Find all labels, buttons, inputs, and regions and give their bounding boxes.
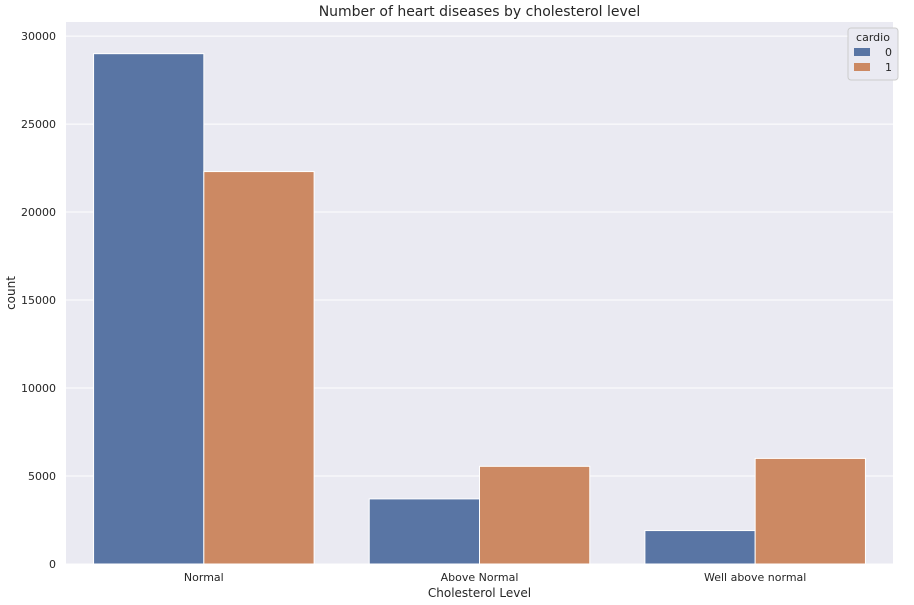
legend-label: 0 <box>885 46 892 59</box>
y-tick-label: 20000 <box>21 206 56 219</box>
bar-1-series-1 <box>203 171 315 565</box>
y-tick-label: 25000 <box>21 118 56 131</box>
bar-3-series-0 <box>644 530 756 565</box>
y-tick-label: 10000 <box>21 382 56 395</box>
bar-1-series-0 <box>93 53 205 565</box>
legend-items: 01 <box>854 46 892 74</box>
x-axis-title: Cholesterol Level <box>428 586 531 600</box>
bar-3-series-1 <box>754 457 866 565</box>
legend-label: 1 <box>885 61 892 74</box>
x-tick-labels: Normal Above Normal Well above normal <box>184 571 806 584</box>
chart-title: Number of heart diseases by cholesterol … <box>319 4 641 20</box>
x-tick-label: Well above normal <box>704 571 806 584</box>
legend: cardio 01 <box>847 27 899 81</box>
y-tick-label: 0 <box>49 558 56 571</box>
y-tick-label: 30000 <box>21 30 56 43</box>
bar-2-series-1 <box>479 465 591 565</box>
legend-title: cardio <box>856 31 890 44</box>
x-tick-label: Normal <box>184 571 224 584</box>
y-tick-label: 15000 <box>21 294 56 307</box>
legend-swatch <box>854 63 870 71</box>
y-tick-label: 5000 <box>28 470 56 483</box>
bar-2-series-0 <box>368 498 481 565</box>
y-tick-labels: 0 5000 10000 15000 20000 25000 30000 <box>21 30 56 571</box>
y-axis-title: count <box>4 276 18 310</box>
x-tick-label: Above Normal <box>441 571 519 584</box>
legend-swatch <box>854 48 870 56</box>
bars <box>93 53 866 565</box>
